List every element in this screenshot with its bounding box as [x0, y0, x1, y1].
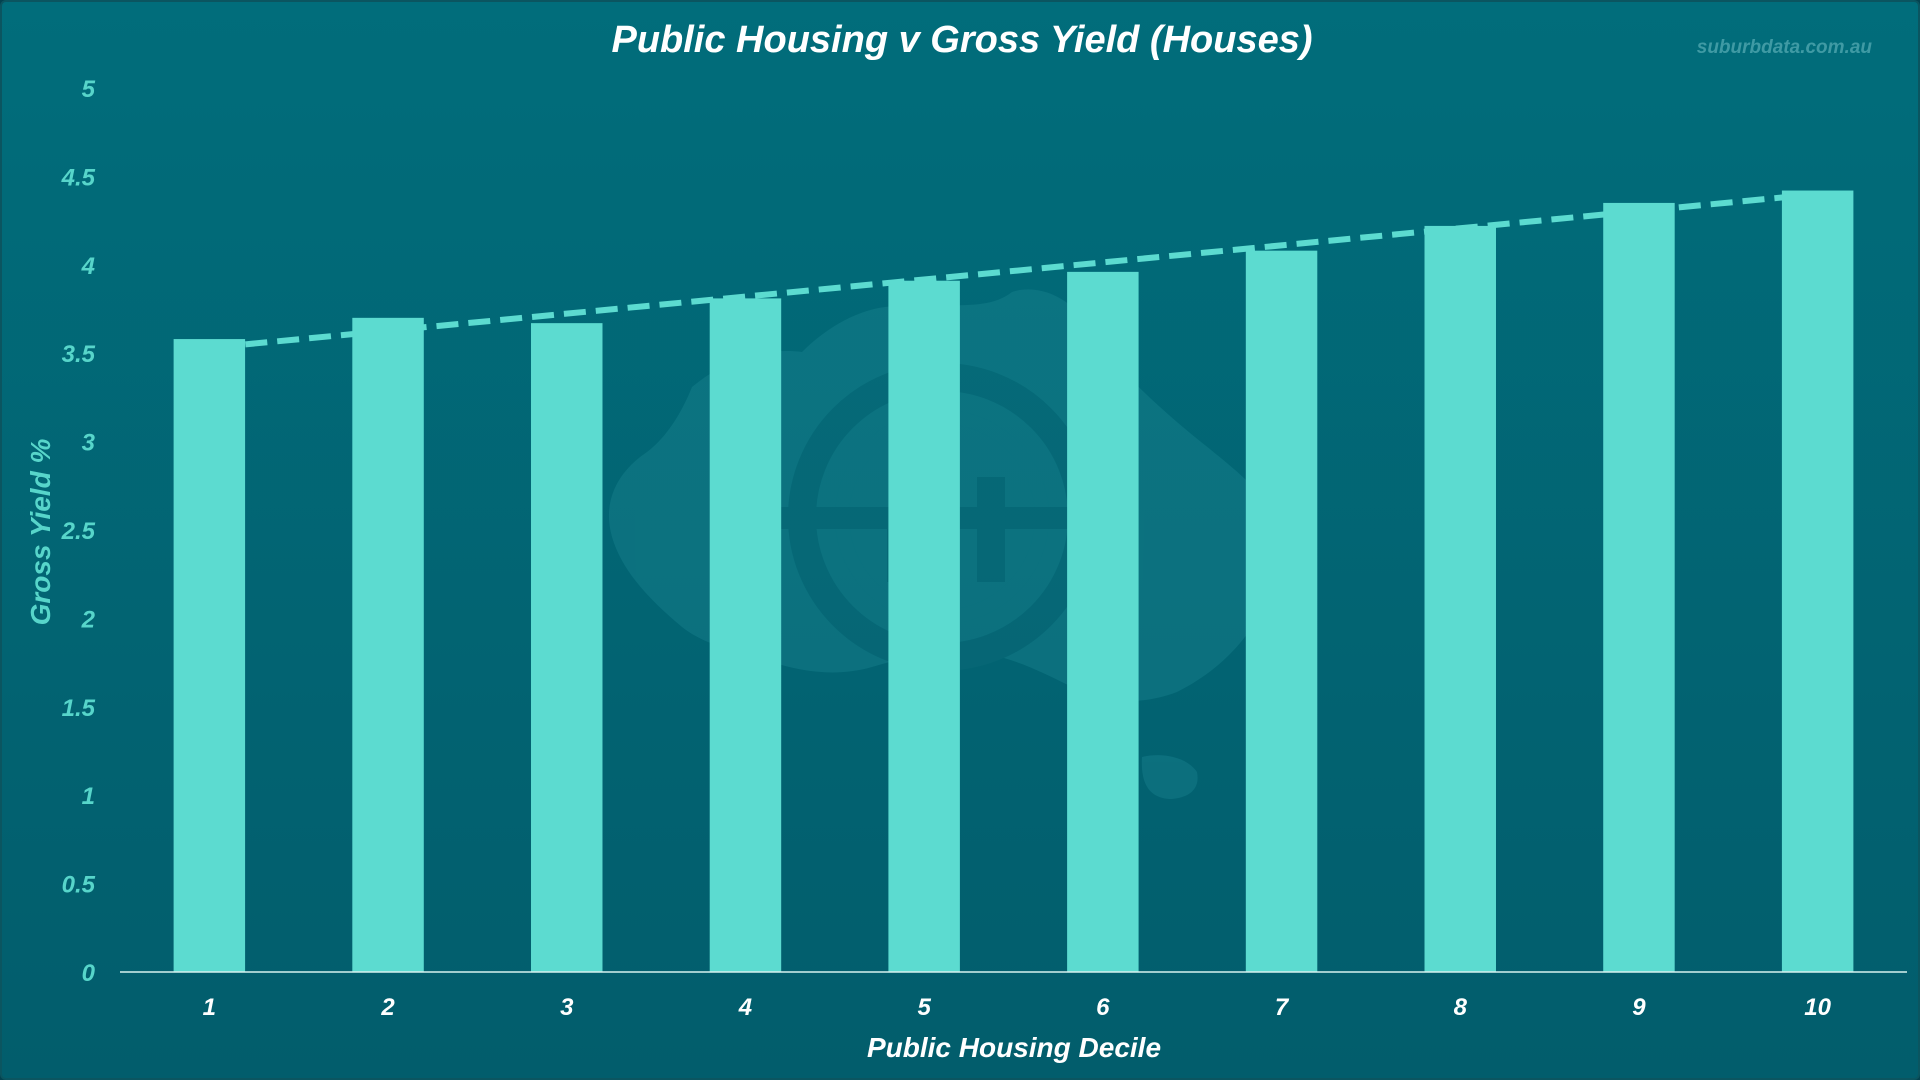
- watermark-text: suburbdata.com.au: [1697, 37, 1873, 58]
- y-tick-label: 0: [82, 960, 96, 987]
- x-axis: 1 2 3 4 5 6 7 8 9 10: [203, 994, 1832, 1021]
- x-axis-title: Public Housing Decile: [867, 1032, 1161, 1063]
- bars: [173, 190, 1854, 973]
- x-tick-label: 3: [560, 994, 574, 1021]
- x-tick-label: 1: [203, 994, 216, 1021]
- y-tick-label: 2: [81, 606, 96, 633]
- x-tick-label: 2: [380, 994, 395, 1021]
- y-tick-label: 3: [82, 430, 96, 457]
- bar: [1067, 271, 1139, 972]
- y-tick-label: 2.5: [61, 518, 96, 545]
- bar: [173, 339, 246, 972]
- y-axis-title: Gross Yield %: [25, 439, 56, 626]
- y-tick-label: 5: [82, 76, 96, 103]
- bar: [888, 280, 960, 972]
- bar: [352, 317, 424, 973]
- y-axis: 0 0.5 1 1.5 2 2.5 3 3.5 4 4.5 5: [61, 76, 96, 987]
- y-tick-label: 1: [82, 783, 95, 810]
- bar: [1245, 250, 1318, 972]
- x-tick-label: 5: [917, 994, 931, 1021]
- bar: [531, 323, 603, 972]
- y-tick-label: 4.5: [61, 164, 96, 191]
- bar: [1424, 225, 1496, 973]
- y-tick-label: 3.5: [62, 341, 96, 368]
- bar: [709, 298, 782, 973]
- y-tick-label: 1.5: [62, 695, 96, 722]
- chart-title: Public Housing v Gross Yield (Houses): [611, 19, 1312, 61]
- bar: [1603, 202, 1675, 973]
- bar: [1781, 190, 1854, 972]
- x-tick-label: 4: [738, 994, 752, 1021]
- x-tick-label: 9: [1632, 994, 1646, 1021]
- trendline: [245, 191, 1818, 348]
- x-tick-label: 7: [1275, 994, 1290, 1021]
- x-tick-label: 10: [1804, 994, 1831, 1021]
- x-tick-label: 6: [1096, 994, 1110, 1021]
- y-tick-label: 0.5: [62, 872, 96, 899]
- y-tick-label: 4: [81, 253, 95, 280]
- x-tick-label: 8: [1454, 994, 1468, 1021]
